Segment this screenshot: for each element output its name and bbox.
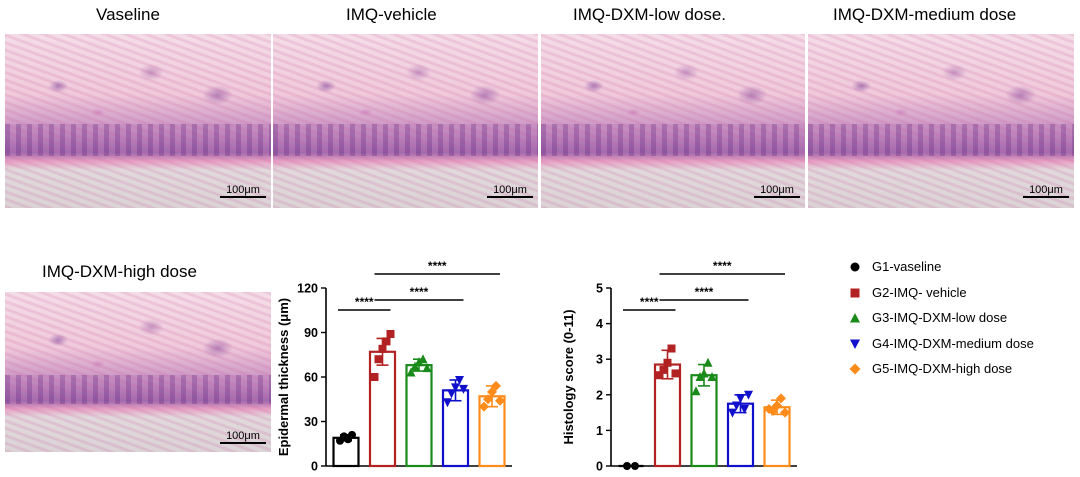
y-tick-label: 3 (596, 353, 603, 367)
significance-label: **** (695, 285, 714, 299)
data-point (728, 408, 737, 418)
panel-title-vaseline: Vaseline (96, 5, 160, 24)
y-tick-label: 4 (596, 317, 603, 331)
y-tick-label: 1 (596, 424, 603, 438)
data-point (443, 398, 452, 408)
data-point (699, 368, 709, 378)
data-point (447, 389, 456, 399)
data-point (623, 462, 631, 470)
legend-square-marker (850, 288, 860, 297)
data-point (707, 372, 717, 381)
data-point (691, 386, 701, 396)
epidermis-layer (5, 124, 271, 156)
legend-triangle-down-marker (850, 339, 860, 349)
y-tick-label: 60 (304, 371, 318, 385)
legend-label: G1-vaseline (872, 259, 942, 274)
significance-label: **** (355, 295, 374, 309)
legend-circle-marker (850, 262, 860, 272)
epidermis-layer (541, 124, 805, 156)
data-point (386, 329, 395, 338)
data-point (455, 375, 464, 385)
histology-score-chart: Histology score (0-11) 0 1 2 3 4 5 **** **** **** (561, 260, 797, 474)
y-tick-label: 0 (596, 460, 603, 474)
y-tick-label: 30 (304, 415, 318, 429)
epidermal-thickness-chart: Epidermal thickness (μm) 0 30 60 90 120 **** **… (276, 260, 512, 474)
micrograph-vaseline: 100μm (5, 34, 271, 208)
panel-title-dxm-medium: IMQ-DXM-medium dose (833, 5, 1017, 24)
data-point (479, 401, 489, 412)
data-point (459, 384, 468, 394)
data-point (703, 357, 713, 367)
y-axis-label: Histology score (0-11) (561, 309, 576, 444)
scale-bar: 100μm (220, 184, 266, 198)
data-point (659, 365, 668, 374)
data-point (451, 383, 460, 393)
micrograph-dxm-high: 100μm (5, 292, 271, 452)
data-point (667, 344, 676, 353)
data-point (491, 380, 501, 391)
data-point (495, 395, 505, 406)
y-tick-label: 5 (596, 282, 603, 296)
scale-bar: 100μm (754, 184, 800, 198)
bar (405, 364, 433, 468)
data-point (663, 358, 672, 367)
data-point (776, 393, 786, 404)
y-tick-label: 0 (311, 460, 318, 474)
data-point (382, 337, 391, 346)
data-point (780, 407, 790, 418)
legend-label: G4-IMQ-DXM-medium dose (872, 335, 1034, 351)
y-tick-label: 90 (304, 326, 318, 340)
epidermis-layer (5, 375, 271, 404)
data-point (370, 373, 379, 381)
data-point (736, 394, 745, 404)
data-point (374, 355, 383, 364)
data-point (422, 363, 432, 373)
epidermis-layer (808, 124, 1074, 156)
data-point (732, 401, 741, 411)
panel-title-dxm-low: IMQ-DXM-low dose. (573, 5, 727, 24)
data-point (772, 400, 782, 411)
significance-label: **** (713, 260, 732, 273)
micrograph-dxm-low: 100μm (541, 34, 805, 208)
significance-label: **** (640, 295, 659, 309)
bar (368, 350, 397, 468)
legend-triangle-marker (850, 313, 860, 323)
legend-diamond-marker (849, 363, 861, 375)
data-point (348, 430, 356, 439)
legend-label: G2-IMQ- vehicle (872, 284, 967, 300)
scale-bar: 100μm (1023, 184, 1069, 198)
micrograph-imq-vehicle: 100μm (273, 34, 538, 208)
panel-title-dxm-high: IMQ-DXM-high dose (42, 262, 197, 281)
data-point (378, 344, 387, 353)
legend-label: G5-IMQ-DXM-high dose (872, 361, 1013, 376)
scale-bar: 100μm (220, 430, 266, 444)
bar (653, 363, 682, 468)
micrograph-dxm-medium: 100μm (808, 34, 1074, 208)
legend-label: G3-IMQ-DXM-low dose (872, 310, 1008, 325)
data-point (483, 394, 493, 405)
y-tick-label: 2 (596, 388, 603, 402)
data-point (740, 405, 749, 415)
panel-title-imq-vehicle: IMQ-vehicle (346, 5, 437, 24)
scale-bar: 100μm (487, 184, 533, 198)
data-point (631, 462, 639, 470)
significance-label: **** (428, 260, 447, 273)
data-point (655, 371, 664, 380)
significance-label: **** (410, 285, 429, 299)
data-point (418, 354, 428, 364)
data-point (744, 390, 753, 400)
y-axis-label: Epidermal thickness (μm) (276, 298, 291, 456)
data-point (671, 369, 680, 378)
bar (763, 406, 791, 468)
y-tick-label: 120 (297, 282, 318, 296)
epidermis-layer (273, 124, 538, 156)
data-point (414, 357, 424, 367)
data-point (406, 367, 416, 377)
